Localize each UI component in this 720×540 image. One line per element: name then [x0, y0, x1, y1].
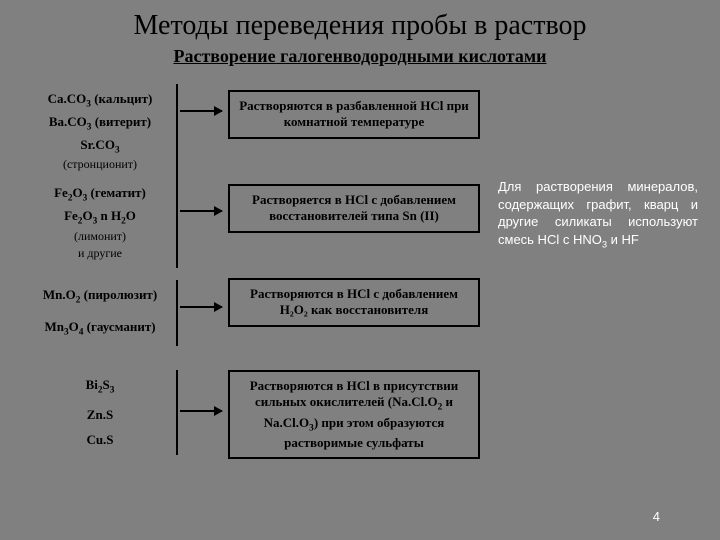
mineral-item: Ba.CO3 (витерит) — [28, 114, 172, 134]
mineral-item: Ca.CO3 (кальцит) — [28, 91, 172, 111]
mineral-group-3: Mn.O2 (пиролюзит) Mn3O4 (гаусманит) — [28, 280, 178, 346]
mineral-item: Mn.O2 (пиролюзит) — [28, 287, 172, 307]
side-note: Для растворения минералов, содержащих гр… — [498, 178, 698, 251]
arrow-icon — [180, 410, 222, 412]
mineral-item: Zn.S — [28, 407, 172, 423]
arrow-icon — [180, 306, 222, 308]
page-title: Методы переведения пробы в раствор — [0, 10, 720, 42]
mineral-group-4: Bi2S3 Zn.S Cu.S — [28, 370, 178, 455]
arrow-icon — [180, 210, 222, 212]
mineral-item: Mn3O4 (гаусманит) — [28, 319, 172, 339]
description-box-4: Растворяются в HCl в присутствии сильных… — [228, 370, 480, 459]
page-subtitle: Растворение галогенводородными кислотами — [0, 46, 720, 67]
arrow-icon — [180, 110, 222, 112]
mineral-group-1: Ca.CO3 (кальцит) Ba.CO3 (витерит) Sr.CO3… — [28, 84, 178, 179]
page-number: 4 — [653, 509, 660, 524]
description-box-1: Растворяются в разбавленной HCl при комн… — [228, 90, 480, 139]
mineral-item: Sr.CO3(стронционит) — [28, 137, 172, 172]
mineral-group-2: Fe2O3 (гематит) Fe2O3 n H2O(лимонит) и д… — [28, 178, 178, 268]
mineral-item: Fe2O3 (гематит) — [28, 185, 172, 205]
mineral-item: Bi2S3 — [28, 377, 172, 397]
mineral-item: и другие — [28, 246, 172, 260]
mineral-item: Fe2O3 n H2O(лимонит) — [28, 208, 172, 243]
description-box-2: Растворяется в HCl с добавлением восстан… — [228, 184, 480, 233]
mineral-item: Cu.S — [28, 432, 172, 448]
description-box-3: Растворяются в HCl с добавлением H₂O₂ ка… — [228, 278, 480, 327]
